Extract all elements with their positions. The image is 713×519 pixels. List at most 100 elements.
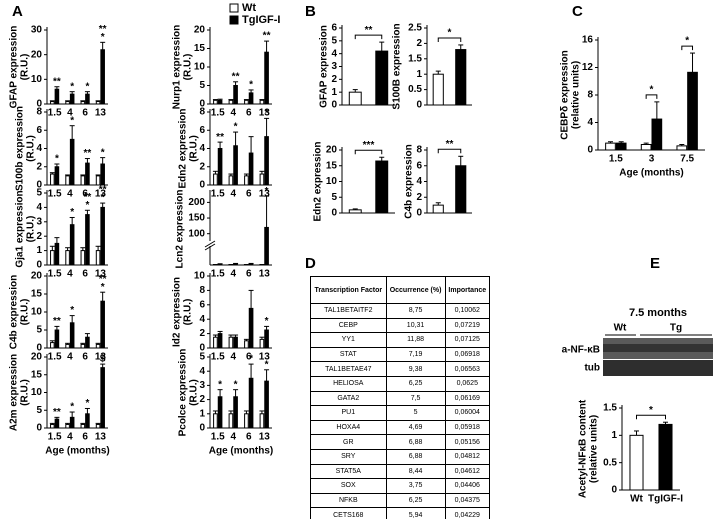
bar (676, 145, 688, 151)
panel-letter: E (650, 255, 660, 272)
table-row: SRY 6,88 0,04812 (310, 448, 491, 465)
y-axis-label: S100b expression (15, 106, 26, 191)
significance: * (234, 379, 238, 390)
y-tick-label: 8 (199, 285, 205, 296)
legend-label: Wt (242, 2, 256, 14)
table-row: STAT5A 8,44 0,04612 (310, 463, 491, 480)
y-tick-label: 0 (199, 423, 205, 434)
significance: * (85, 81, 89, 92)
bar (217, 333, 223, 349)
table-row: SOX 3,75 0,04406 (310, 478, 491, 494)
axis-break (204, 240, 216, 248)
table-cell: 0,04229 (444, 507, 491, 519)
table-cell: YY1 (310, 332, 387, 348)
table-row: GATA2 7,5 0,06169 (310, 390, 491, 407)
x-axis-label: Age (months) (45, 446, 109, 457)
bar (375, 50, 389, 106)
bar (264, 380, 269, 429)
y-axis-label: Lcn2 expression (175, 190, 186, 269)
bracket (354, 34, 383, 40)
y-tick-label: 6 (331, 23, 337, 34)
bar (248, 377, 254, 429)
y-tick-label: 1.5 (408, 53, 422, 64)
y-tick-label: 2 (416, 38, 422, 49)
significance: ** (99, 24, 107, 35)
bar (259, 173, 265, 186)
x-tick-label: 6 (82, 189, 88, 200)
bracket (437, 37, 462, 42)
x-tick-label: 1.5 (48, 432, 62, 443)
bar (50, 423, 55, 429)
x-tick-label: 4 (230, 189, 236, 200)
bar (69, 138, 75, 186)
significance: * (70, 402, 74, 413)
bar (85, 93, 90, 105)
bar (50, 342, 55, 349)
significance: * (649, 405, 653, 416)
table-row: CEBP 10,31 0,07219 (310, 317, 491, 334)
y-tick-label: 0 (36, 343, 42, 354)
y-axis-label: Pcolce expression (178, 349, 189, 437)
y-tick-label: 2 (36, 161, 42, 172)
significance: * (234, 122, 238, 133)
y-tick-label: 4 (36, 143, 42, 154)
table-cell: 5,94 (385, 507, 446, 519)
y-tick-label: 0 (199, 99, 205, 110)
bracket (437, 148, 462, 154)
bar (248, 263, 254, 266)
bar (233, 336, 238, 349)
table-cell: 10,31 (385, 317, 446, 334)
table-cell: STAT5A (310, 463, 387, 480)
y-tick-label: 6 (199, 299, 205, 310)
y-tick-label: 5 (199, 80, 205, 91)
y-tick-label: 15 (31, 289, 43, 300)
table-cell: CETS168 (310, 507, 387, 519)
y-axis-label: S100B expression (392, 23, 403, 109)
y-tick-label: 5 (331, 35, 337, 46)
bar (432, 73, 444, 106)
y-tick-label: 5 (331, 192, 337, 203)
y-tick-label: 10 (326, 176, 338, 187)
bar (54, 329, 60, 349)
table-cell: 6,25 (385, 375, 446, 392)
y-tick-label: 3 (199, 380, 205, 391)
x-tick-label: 13 (95, 269, 107, 280)
blot-group: Tg (670, 323, 682, 334)
significance: * (265, 186, 269, 197)
y-axis-label: CEBPδ expression (560, 50, 571, 139)
bar (213, 99, 218, 105)
blot-group: Wt (614, 323, 627, 334)
y-tick-label: 1.5 (603, 403, 617, 414)
y-tick-label: 0.5 (408, 84, 422, 95)
significance: * (448, 28, 452, 39)
table-cell: 11,88 (385, 332, 446, 348)
significance: * (55, 154, 59, 165)
significance: ** (446, 139, 454, 150)
significance: * (101, 193, 105, 204)
significance: *** (363, 140, 375, 151)
table-cell: TAL1BETAE47 (310, 361, 387, 377)
bar (213, 173, 218, 186)
legend-label: TgIGF-I (242, 14, 281, 26)
table-cell: 0,04812 (444, 448, 491, 465)
y-tick-label: 10 (194, 62, 206, 73)
x-tick-label: 6 (246, 189, 252, 200)
y-axis-label: GFAP expression (319, 25, 330, 108)
bar (54, 166, 60, 186)
y-tick-label: 0 (36, 180, 42, 191)
y-tick-label: 5 (199, 352, 205, 363)
x-tick-label: 4 (230, 108, 236, 119)
x-tick-label: 6 (246, 269, 252, 280)
bar (50, 173, 55, 186)
y-tick-label: 4 (199, 314, 205, 325)
blot-title: 7.5 months (629, 307, 687, 319)
y-axis-label: Edn2 expression (313, 141, 324, 221)
significance: * (249, 80, 253, 91)
table-cell: 0,06169 (444, 390, 491, 407)
y-tick-label: 16 (582, 35, 594, 46)
y-tick-label: 3 (331, 61, 337, 72)
bar (248, 307, 254, 349)
table-header-cell: Importance (444, 276, 491, 304)
bar (348, 209, 362, 214)
bar (658, 423, 673, 491)
